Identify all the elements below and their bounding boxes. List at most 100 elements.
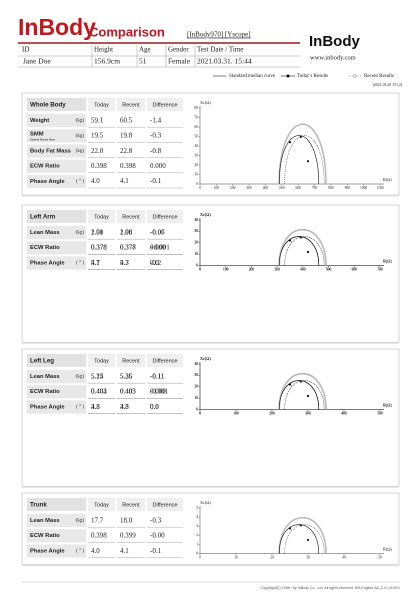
y-tick-label: 0	[196, 407, 198, 411]
x-tick-label: 1000	[360, 186, 367, 190]
y-tick-label: 40	[194, 362, 198, 366]
x-tick-label: 200	[230, 186, 236, 190]
y-tick-label: 2	[196, 533, 198, 537]
cell-diff: 0.0	[150, 403, 159, 411]
row-label: ECW Ratio	[30, 164, 60, 170]
cell-diff: -0.001	[150, 388, 169, 396]
column-header: Today	[94, 502, 109, 508]
row-label: Phase Angle	[30, 260, 65, 266]
x-tick-label: 100	[233, 411, 239, 415]
footer: Copyright(C) 1996~ by InBody Co., Ltd. A…	[260, 586, 400, 590]
x-axis-label: R(Ω)	[383, 177, 392, 182]
x-axis-label: R(Ω)	[383, 259, 392, 264]
x-tick-label: 300	[274, 267, 280, 271]
x-tick-label: 400	[341, 411, 347, 415]
y-tick-label: 10	[194, 252, 198, 256]
column-header-bg	[88, 98, 115, 111]
info-value: Female	[168, 57, 191, 66]
x-tick-label: 600	[352, 267, 358, 271]
row-label-bg	[27, 400, 86, 414]
cell-diff: -0.3	[150, 132, 162, 140]
x-tick-label: 300	[305, 411, 311, 415]
row-label-bg	[27, 114, 86, 128]
row-unit: (kg)	[76, 119, 85, 124]
y-tick-label: 10	[194, 252, 198, 256]
cell-recent: 22.8	[120, 147, 133, 155]
x-axis-label: R(Ω)	[383, 403, 392, 408]
title: Comparison	[89, 24, 165, 39]
cell-recent: 0.399	[120, 532, 136, 540]
today-curve	[278, 380, 320, 410]
y-tick-label: 0	[196, 551, 198, 555]
cell-today: 17.7	[91, 516, 104, 524]
row-unit: (kg)	[76, 519, 85, 524]
logo: InBody	[18, 14, 96, 40]
today-point	[306, 394, 310, 398]
y-axis-label: Xc(Ω)	[200, 212, 211, 217]
cell-recent: 18.0	[120, 516, 133, 524]
column-header: Today	[94, 214, 109, 220]
section-name: Whole Body	[30, 102, 66, 109]
x-tick-label: 200	[269, 411, 275, 415]
row-label-bg	[27, 529, 86, 543]
column-header: Difference	[153, 102, 178, 108]
today-point	[299, 135, 302, 138]
cell-today: 0.398	[91, 532, 107, 540]
x-axis-label: R(Ω)	[383, 259, 392, 264]
x-tick-label: 400	[263, 186, 269, 190]
row-sublabel: Skeletal Muscle Mass	[30, 137, 56, 141]
cell-diff: -0.1	[150, 547, 162, 555]
cell-today: 4.1	[91, 259, 100, 267]
legend-dot	[286, 74, 290, 78]
x-tick-label: 200	[269, 411, 275, 415]
x-tick-label: 100	[214, 186, 220, 190]
legend-label: Standard median curve	[229, 74, 276, 79]
x-tick-label: 0	[199, 186, 201, 190]
x-tick-label: 500	[279, 186, 285, 190]
cell-diff: -1.4	[150, 116, 162, 124]
brand: InBody	[309, 33, 360, 50]
cell-diff: -0.11	[150, 372, 165, 380]
column-header: Difference	[153, 502, 178, 508]
model: [InBody970] [Yscope]	[187, 31, 251, 39]
y-tick-label: 0	[196, 263, 198, 267]
row-label-bg	[27, 370, 86, 384]
y-tick-label: 20	[194, 241, 198, 245]
x-tick-label: 200	[249, 267, 255, 271]
x-tick-label: 800	[328, 186, 334, 190]
row-unit: ( ° )	[76, 549, 84, 554]
cell-recent: 3.8	[120, 403, 129, 411]
row-label: Lean Mass	[30, 518, 60, 524]
y-tick-label: 20	[194, 241, 198, 245]
cell-recent: 4.3	[120, 259, 129, 267]
info-label: Age	[139, 46, 151, 54]
recent-curve	[284, 524, 325, 554]
row-label: ECW Ratio	[30, 533, 60, 539]
section-header	[27, 210, 86, 223]
column-header: Today	[94, 358, 109, 364]
cell-diff: -0.11	[150, 372, 165, 380]
x-tick-label: 300	[305, 411, 311, 415]
column-header: Difference	[153, 358, 178, 364]
legend-label: Today's Results	[297, 74, 328, 79]
row-label-bg	[27, 144, 86, 158]
today-point	[288, 527, 292, 530]
cell-diff: -0.00	[150, 532, 165, 540]
x-tick-label: 0	[199, 411, 201, 415]
y-tick-label: 0	[196, 407, 198, 411]
section-header	[27, 354, 86, 367]
y-tick-label: 80	[194, 106, 198, 110]
row-label-bg	[27, 159, 86, 173]
cell-recent: 60.5	[120, 116, 133, 124]
column-header-bg	[147, 98, 183, 111]
recent-curve	[284, 380, 325, 410]
row-label: Body Fat Mass	[30, 148, 71, 154]
column-header-bg	[147, 498, 183, 511]
column-header: Today	[94, 102, 109, 108]
column-header: Recent	[122, 358, 140, 364]
x-tick-label: 0	[199, 267, 201, 271]
x-tick-label: 600	[295, 186, 301, 190]
y-tick-label: 0	[196, 182, 198, 186]
panel-shadow	[22, 195, 399, 197]
